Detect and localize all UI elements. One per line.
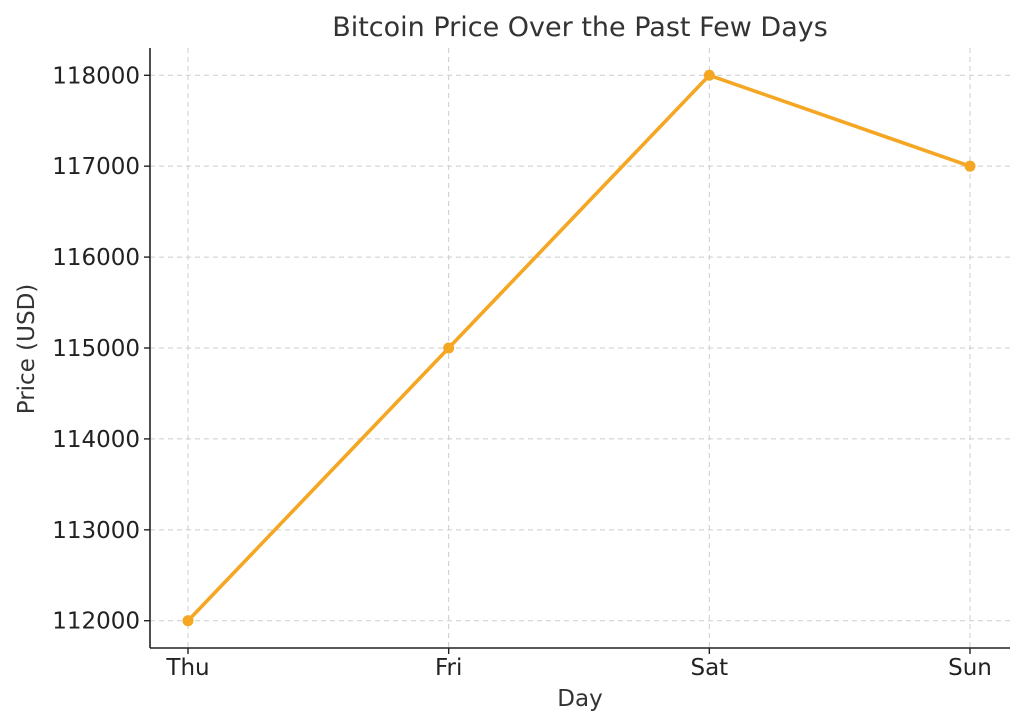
- x-axis-label: Day: [557, 686, 602, 712]
- data-point-fri: [443, 342, 455, 354]
- y-tick-label: 112000: [52, 609, 140, 635]
- chart-title: Bitcoin Price Over the Past Few Days: [332, 12, 828, 43]
- series: [182, 69, 976, 627]
- y-tick-label: 114000: [52, 427, 140, 453]
- data-point-thu: [182, 615, 194, 627]
- series-line: [186, 73, 972, 623]
- grid: [150, 48, 1010, 648]
- y-axis-label: Price (USD): [14, 284, 40, 415]
- x-tick-label: Thu: [165, 655, 209, 681]
- data-point-sun: [964, 160, 976, 172]
- y-tick-label: 116000: [52, 245, 140, 271]
- y-tick-label: 118000: [52, 63, 140, 89]
- data-point-sat: [703, 69, 715, 81]
- x-tick-label: Fri: [435, 655, 462, 681]
- x-tick-label: Sat: [690, 655, 728, 681]
- ticks: 112000 113000 114000 115000 116000 117000 1180…: [52, 63, 992, 681]
- y-tick-label: 117000: [52, 154, 140, 180]
- y-tick-label: 115000: [52, 336, 140, 362]
- x-tick-label: Sun: [948, 655, 992, 681]
- y-tick-label: 113000: [52, 518, 140, 544]
